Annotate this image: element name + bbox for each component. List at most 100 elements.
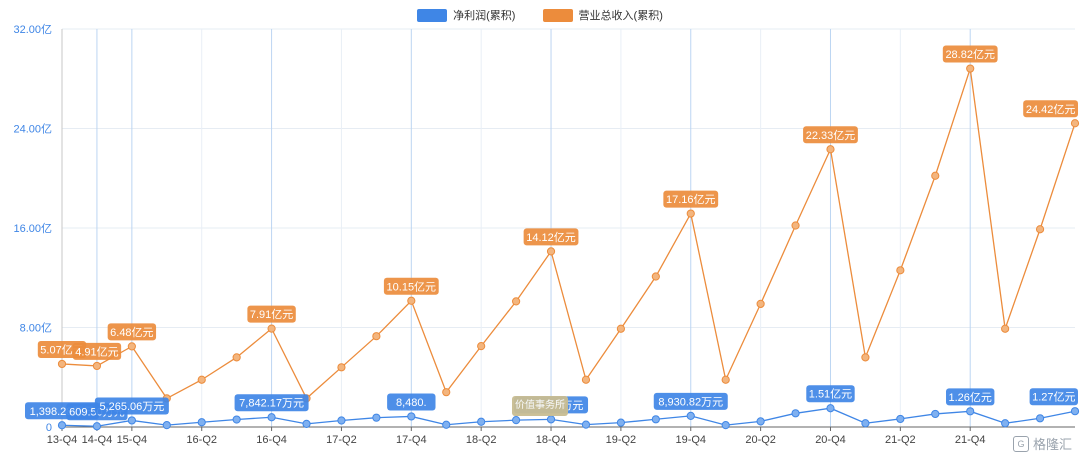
data-label-box-1	[523, 228, 579, 246]
y-tick-label: 8.00亿	[20, 322, 52, 335]
data-point-0	[232, 415, 241, 424]
data-point-1	[1070, 119, 1080, 128]
data-point-1	[966, 64, 975, 73]
data-label-1: 22.33亿元	[806, 129, 856, 142]
data-point-0	[477, 417, 486, 426]
data-label-box-1	[663, 190, 719, 208]
data-point-1	[791, 221, 800, 230]
data-point-1	[57, 359, 67, 369]
data-point-0	[861, 419, 870, 428]
data-point-0	[197, 418, 206, 427]
y-tick-label: 32.00亿	[13, 23, 52, 36]
data-point-0	[581, 420, 591, 429]
y-tick-label: 24.00亿	[13, 123, 52, 136]
legend-item-revenue[interactable]: 营业总收入(累积)	[542, 7, 663, 23]
data-label-0: 7,842.17万元	[239, 398, 304, 410]
legend-label-revenue: 营业总收入(累积)	[578, 10, 663, 22]
data-point-0	[931, 409, 940, 419]
data-point-0	[512, 416, 521, 425]
legend-swatch-revenue	[542, 8, 573, 22]
data-label-box-1	[383, 277, 439, 295]
data-label-box-1	[247, 305, 296, 323]
data-point-1	[92, 361, 102, 371]
data-point-1	[721, 375, 730, 384]
data-point-1	[651, 272, 660, 281]
y-tick-label: 0	[46, 422, 52, 434]
data-point-0	[616, 418, 625, 427]
data-point-0	[756, 417, 765, 426]
data-point-1	[616, 324, 625, 333]
data-point-0	[546, 415, 556, 424]
data-label-box-0	[1029, 388, 1078, 406]
x-tick-label: 18-Q2	[466, 434, 497, 446]
x-tick-label: 20-Q2	[745, 434, 776, 446]
data-point-1	[512, 297, 521, 306]
y-tick-label: 16.00亿	[13, 222, 52, 235]
legend-swatch-net-profit	[417, 8, 448, 22]
data-point-1	[861, 353, 870, 362]
data-label-1: 24.42亿元	[1026, 103, 1076, 116]
x-tick-label: 15-Q4	[117, 434, 148, 446]
data-label-box-1	[107, 323, 157, 341]
data-point-0	[372, 413, 381, 422]
legend-item-net-profit[interactable]: 净利润(累积)	[417, 7, 515, 23]
data-point-0	[442, 420, 451, 429]
data-point-0	[267, 413, 276, 422]
data-point-1	[337, 363, 346, 372]
x-tick-label: 19-Q2	[606, 434, 637, 446]
data-label-1: 7.91亿元	[250, 308, 293, 321]
data-point-1	[407, 296, 416, 305]
x-tick-label: 17-Q4	[396, 434, 427, 446]
data-point-1	[896, 266, 905, 275]
data-point-1	[826, 145, 835, 154]
data-point-0	[1070, 407, 1080, 416]
x-tick-label: 21-Q2	[885, 434, 916, 446]
data-point-1	[442, 388, 451, 397]
data-point-0	[57, 421, 67, 430]
x-tick-label: 16-Q4	[256, 434, 287, 446]
data-point-1	[267, 324, 276, 333]
data-label-0: 1.26亿元	[948, 391, 991, 404]
data-point-1	[931, 171, 940, 180]
data-point-0	[337, 416, 346, 425]
data-label-1: 6.48亿元	[110, 326, 153, 339]
data-label-box-1	[803, 126, 858, 144]
x-tick-label: 17-Q2	[326, 434, 357, 446]
data-label-0: 1.27亿元	[1032, 391, 1075, 404]
data-point-1	[372, 332, 381, 341]
data-point-0	[1035, 414, 1045, 423]
data-point-0	[127, 416, 136, 425]
data-point-1	[1001, 324, 1010, 333]
data-label-0: 1.51亿元	[809, 388, 852, 401]
data-point-1	[546, 247, 556, 256]
x-tick-label: 20-Q4	[815, 434, 846, 446]
data-point-0	[896, 414, 905, 424]
series-line-1	[61, 68, 1076, 400]
data-label-box-1	[72, 342, 122, 360]
data-point-0	[651, 415, 660, 424]
gelonghui-logo-icon: G	[1012, 435, 1029, 452]
data-point-1	[756, 299, 765, 308]
data-label-box-0	[653, 392, 728, 410]
data-label-1: 10.15亿元	[387, 280, 437, 293]
x-tick-label: 18-Q4	[536, 434, 567, 446]
data-point-1	[127, 342, 136, 351]
data-label-1: 28.82亿元	[945, 48, 995, 61]
data-point-0	[966, 407, 975, 416]
data-label-1: 4.91亿元	[75, 345, 118, 358]
legend-label-net-profit: 净利润(累积)	[453, 10, 516, 22]
x-tick-label: 19-Q4	[675, 434, 706, 446]
data-point-0	[826, 404, 835, 413]
data-point-0	[791, 409, 800, 418]
data-point-1	[581, 375, 591, 384]
data-label-box-1	[942, 45, 998, 63]
data-point-0	[162, 421, 171, 430]
x-tick-label: 16-Q2	[186, 434, 217, 446]
data-label-box-1	[1023, 100, 1078, 118]
value-office-stamp: 价值事务所	[512, 396, 568, 416]
x-tick-label: 14-Q4	[82, 434, 113, 446]
data-label-box-0	[387, 393, 436, 411]
watermark: G 格隆汇	[1012, 434, 1072, 453]
data-label-1: 17.16亿元	[666, 193, 716, 206]
